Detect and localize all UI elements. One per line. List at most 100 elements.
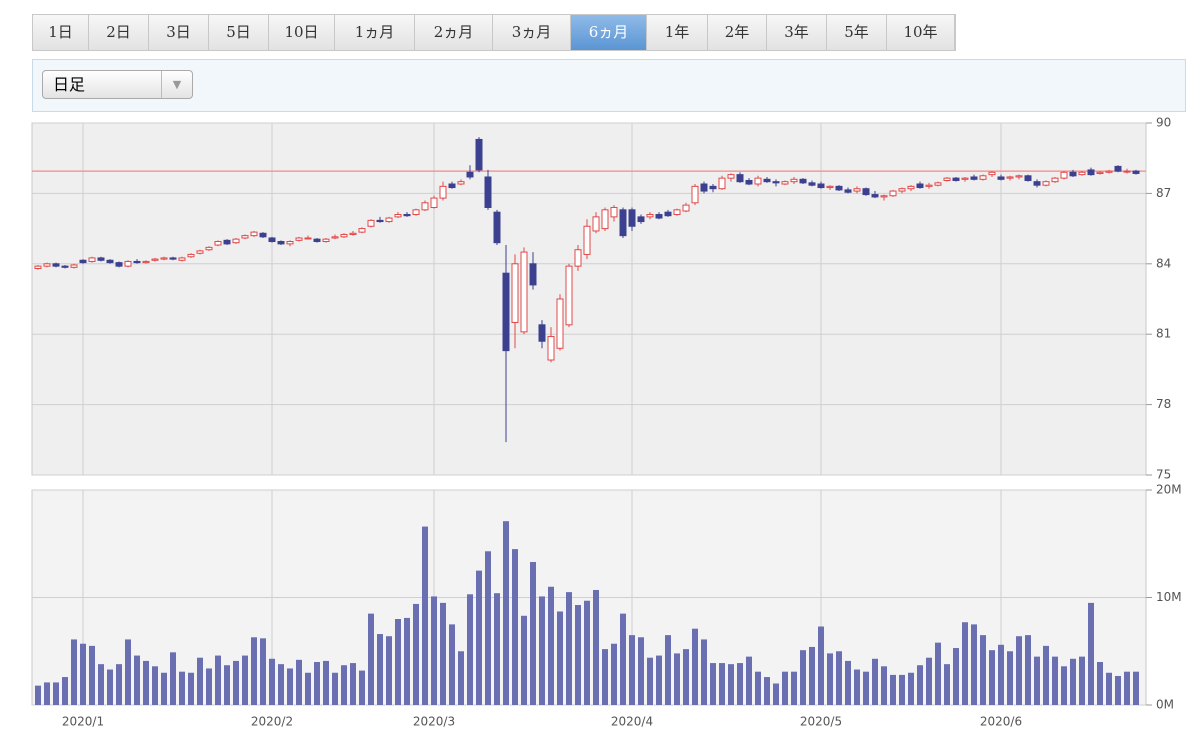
y-tick-label: 84	[1156, 256, 1171, 270]
candle-body	[1051, 177, 1059, 183]
y-tick-label: 0M	[1156, 698, 1174, 712]
y-tick-label: 87	[1156, 186, 1171, 200]
candle-body	[322, 238, 330, 243]
candle-body	[241, 235, 249, 239]
candle-body	[106, 259, 114, 264]
volume-bar	[323, 660, 329, 705]
candle-body	[286, 241, 294, 245]
volume-bar	[386, 636, 392, 705]
volume-bar	[953, 648, 959, 705]
range-tab[interactable]: 10年	[887, 15, 955, 50]
range-tab[interactable]: 10日	[269, 15, 335, 50]
volume-bar	[1007, 651, 1013, 705]
volume-bar	[1070, 658, 1076, 705]
candle-body	[214, 241, 222, 246]
range-tab[interactable]: 5日	[209, 15, 269, 50]
candle-body	[205, 246, 213, 251]
range-tab[interactable]: 5年	[827, 15, 887, 50]
range-tab[interactable]: 1年	[647, 15, 708, 50]
candle-body	[133, 260, 141, 264]
candle-body	[43, 263, 51, 267]
candle-body	[277, 241, 285, 245]
range-tab[interactable]: 2ヵ月	[415, 15, 493, 50]
volume-bar	[485, 551, 491, 705]
range-tab[interactable]: 3年	[767, 15, 827, 50]
volume-bar	[269, 658, 275, 705]
candle-body	[142, 260, 150, 264]
candle-body	[1033, 181, 1041, 186]
candle-body	[781, 181, 789, 185]
volume-bar	[1106, 672, 1112, 705]
range-tab[interactable]: 3日	[149, 15, 209, 50]
candle-body	[169, 257, 177, 260]
volume-bar	[449, 624, 455, 705]
volume-bar	[458, 651, 464, 705]
volume-bar	[233, 660, 239, 705]
volume-bar	[998, 644, 1004, 705]
volume-bar	[206, 668, 212, 705]
volume-bar	[629, 635, 635, 705]
candle-body	[196, 250, 204, 254]
volume-bar	[926, 657, 932, 705]
volume-bar	[1115, 675, 1121, 705]
y-tick-label: 78	[1156, 397, 1171, 411]
candle-body	[115, 262, 123, 267]
volume-bar	[242, 655, 248, 705]
volume-bar	[881, 666, 887, 705]
candle-body	[340, 233, 348, 238]
candle-body	[160, 257, 168, 260]
candle-body	[772, 181, 780, 184]
volume-bar	[179, 671, 185, 705]
y-tick-label: 75	[1156, 468, 1171, 482]
volume-bar	[584, 600, 590, 705]
candle-body	[304, 237, 312, 240]
candle-body	[673, 209, 681, 216]
volume-bar	[1016, 636, 1022, 705]
volume-bar	[1088, 602, 1094, 705]
candle-body	[655, 214, 663, 219]
candle-body	[448, 183, 456, 189]
volume-bar	[503, 521, 509, 705]
option-panel: 日足 ▼	[32, 59, 1186, 112]
volume-bar	[224, 665, 230, 705]
range-tab[interactable]: 6ヵ月	[571, 15, 647, 50]
candle-body	[646, 214, 654, 218]
candle-body	[574, 249, 582, 267]
range-tab[interactable]: 2年	[708, 15, 767, 50]
candle-body	[1042, 181, 1050, 186]
volume-bar	[1133, 671, 1139, 705]
volume-bar	[593, 589, 599, 705]
volume-bar	[44, 682, 50, 705]
candle-body	[637, 216, 645, 223]
candle-body	[223, 239, 231, 245]
volume-bar	[80, 643, 86, 705]
interval-dropdown[interactable]: 日足 ▼	[42, 70, 193, 99]
volume-bar	[1061, 666, 1067, 705]
candle-body	[502, 272, 510, 352]
candle-body	[394, 214, 402, 218]
volume-bar	[872, 658, 878, 705]
volume-bar	[125, 639, 131, 705]
candle-body	[601, 209, 609, 230]
range-tab[interactable]: 1日	[33, 15, 89, 50]
candle-body	[916, 183, 924, 189]
candle-body	[691, 185, 699, 204]
volume-bar	[845, 660, 851, 705]
volume-bar	[737, 663, 743, 705]
volume-bar	[314, 662, 320, 705]
volume-bar	[341, 665, 347, 705]
range-tab[interactable]: 2日	[89, 15, 149, 50]
volume-bar	[260, 638, 266, 705]
range-tab[interactable]: 1ヵ月	[335, 15, 415, 50]
candle-body	[358, 228, 366, 233]
x-tick-label: 2020/1	[62, 715, 104, 729]
candle-body	[313, 238, 321, 243]
candle-body	[700, 183, 708, 192]
volume-bar	[647, 657, 653, 705]
candle-body	[493, 211, 501, 244]
y-tick-label: 81	[1156, 327, 1171, 341]
range-tab[interactable]: 3ヵ月	[493, 15, 571, 50]
volume-bar	[107, 669, 113, 705]
volume-bar	[395, 619, 401, 705]
